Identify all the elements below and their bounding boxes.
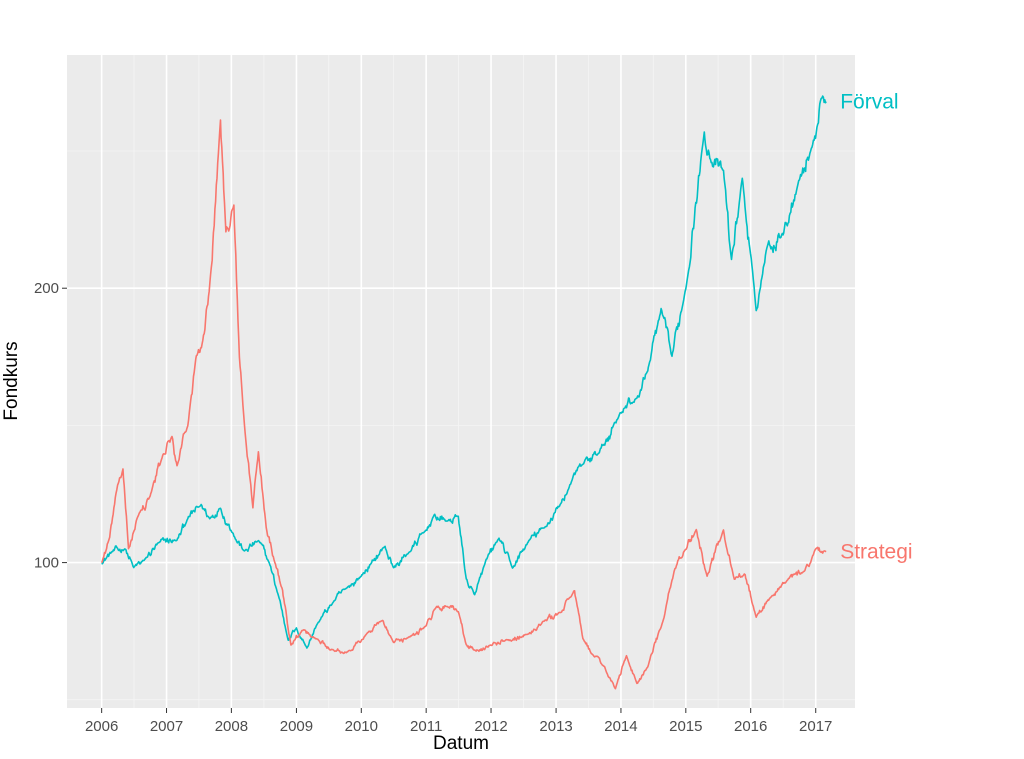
x-tick-label: 2007: [150, 718, 183, 735]
y-axis-title: Fondkurs: [1, 341, 22, 420]
x-tick-label: 2010: [345, 718, 378, 735]
major-gridlines: [67, 55, 855, 708]
x-tick-label: 2015: [669, 718, 702, 735]
x-tick-label: 2006: [85, 718, 118, 735]
x-tick-label: 2013: [539, 718, 572, 735]
x-tick-label: 2008: [215, 718, 248, 735]
series-label-forval: Förval: [840, 91, 898, 114]
y-tick-label: 200: [34, 280, 59, 297]
series-line-strategi: [100, 119, 827, 690]
x-tick-label: 2014: [604, 718, 637, 735]
x-tick-label: 2016: [734, 718, 767, 735]
series-end-labels: Förval Strategi: [840, 91, 912, 564]
x-axis: 2006 2007 2008 2009 2010 2011 2012 2013 2014 2015…: [85, 708, 832, 735]
minor-gridlines: [67, 55, 855, 708]
y-axis: 100 200: [34, 280, 67, 572]
series-line-forval: [101, 95, 827, 649]
panel-background: [67, 55, 855, 708]
x-tick-label: 2012: [474, 718, 507, 735]
series-layer: [100, 95, 827, 690]
series-label-strategi: Strategi: [840, 541, 912, 564]
x-tick-label: 2009: [280, 718, 313, 735]
x-tick-label: 2017: [799, 718, 832, 735]
y-tick-label: 100: [34, 555, 59, 572]
x-axis-title: Datum: [433, 733, 489, 754]
x-tick-label: 2011: [410, 718, 442, 735]
